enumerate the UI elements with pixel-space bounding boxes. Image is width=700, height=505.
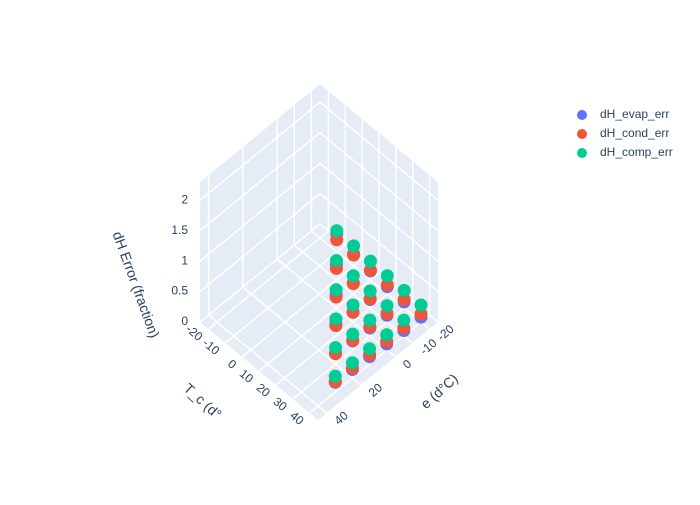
grid-line <box>199 101 321 201</box>
legend-label[interactable]: dH_cond_err <box>600 126 669 140</box>
marker <box>363 284 377 298</box>
marker <box>380 278 394 292</box>
marker <box>363 254 377 268</box>
z-tick-label: 1.5 <box>171 223 188 237</box>
grid-line <box>199 132 321 232</box>
marker <box>347 248 361 262</box>
marker <box>397 292 411 306</box>
marker <box>414 298 428 312</box>
z-tick-label: 0 <box>181 314 188 328</box>
grid-line <box>319 192 439 293</box>
grid-line <box>224 244 346 344</box>
marker <box>346 327 360 341</box>
grid-line <box>241 258 363 358</box>
grid-line <box>275 286 397 386</box>
marker <box>329 341 343 355</box>
grid-line <box>258 272 380 372</box>
grid-line <box>319 101 439 201</box>
wall <box>200 84 320 322</box>
marker <box>397 313 411 327</box>
grid-line <box>319 162 439 262</box>
z-tick-label: 0.5 <box>171 284 188 298</box>
grid-line <box>199 192 321 293</box>
marker <box>363 263 377 277</box>
grid-line <box>199 223 321 323</box>
marker <box>330 224 344 238</box>
legend-label[interactable]: dH_evap_err <box>600 107 669 121</box>
marker <box>380 299 394 313</box>
marker <box>329 254 343 268</box>
grid-line <box>199 162 321 262</box>
marker <box>363 313 377 327</box>
marker <box>345 356 359 370</box>
z-tick-label: 2 <box>181 192 188 206</box>
marker <box>330 233 344 247</box>
legend-marker[interactable] <box>577 129 587 139</box>
legend-marker[interactable] <box>577 110 587 120</box>
marker <box>328 369 342 383</box>
grid-line <box>207 230 329 330</box>
marker <box>329 312 343 326</box>
legend-label[interactable]: dH_comp_err <box>600 145 673 159</box>
z-tick-label: 1 <box>181 253 188 267</box>
grid-line <box>319 132 439 232</box>
marker <box>346 298 360 312</box>
marker <box>380 269 394 283</box>
marker <box>380 328 394 342</box>
marker <box>329 283 343 297</box>
marker <box>414 307 428 321</box>
marker <box>346 269 360 283</box>
marker <box>363 342 377 356</box>
legend-marker[interactable] <box>577 148 587 158</box>
marker <box>397 283 411 297</box>
marker <box>347 239 361 253</box>
